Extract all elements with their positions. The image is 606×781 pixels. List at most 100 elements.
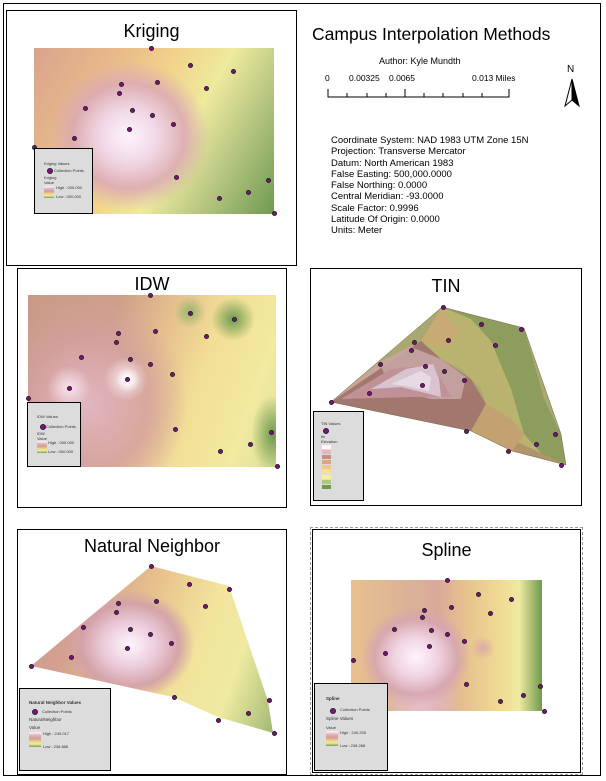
collection-point (274, 463, 280, 469)
collection-point (28, 663, 34, 669)
collection-point (217, 448, 223, 454)
tin-class-8 (322, 480, 331, 484)
tin-title: TIN (431, 276, 461, 296)
collection-point (518, 326, 524, 332)
projection-info: Coordinate System: NAD 1983 UTM Zone 15N… (331, 135, 528, 237)
collection-point (216, 195, 222, 201)
spline-legend[interactable]: Spline Collection Points Spline Values V… (314, 683, 388, 771)
tin-legend[interactable]: TIN Values tin Elevation (313, 411, 364, 501)
collection-point (230, 68, 236, 74)
collection-point (478, 321, 484, 327)
collection-point-symbol (330, 708, 336, 714)
collection-point (408, 347, 414, 353)
collection-point (377, 361, 383, 367)
collection-point (552, 431, 558, 437)
info-coordinate-system: Coordinate System: NAD 1983 UTM Zone 15N (331, 135, 529, 146)
collection-point (448, 604, 454, 610)
collection-point (148, 563, 154, 569)
collection-point (80, 624, 86, 630)
legend-low: Low : 000.000 (48, 449, 74, 454)
kriging-legend[interactable]: Kriging Values Collection Points Kriging… (34, 148, 93, 214)
legend-title: TIN Values (321, 421, 341, 426)
collection-point (441, 368, 447, 374)
layout-title: Campus Interpolation Methods (312, 24, 551, 44)
legend-high: High : 240.017 (43, 731, 70, 736)
collection-point (421, 607, 427, 613)
info-projection: Projection: Transverse Mercator (331, 146, 466, 158)
tin-surface (330, 306, 567, 466)
collection-point (115, 600, 121, 606)
legend-high: High : 240.205 (340, 730, 367, 735)
collection-point (25, 395, 31, 401)
idw-legend[interactable]: IDW Values Collection Points IDW Value H… (27, 402, 81, 467)
info-datum: Datum: North American 1983 (331, 157, 454, 169)
info-false-easting: False Easting: 500,000.0000 (331, 168, 452, 180)
collection-point (533, 441, 539, 447)
collection-point (508, 596, 514, 602)
collection-point (173, 174, 179, 180)
collection-point (245, 189, 251, 195)
scale-label-3: 0.013 Miles (472, 73, 516, 83)
scale-bar-graphic (327, 89, 510, 98)
collection-point (129, 107, 135, 113)
info-central-meridian: Central Meridian: -93.0000 (331, 191, 444, 203)
collection-point (124, 376, 130, 382)
collection-point (463, 428, 469, 434)
collection-point (203, 333, 209, 339)
collection-point (537, 683, 543, 689)
natural-neighbor-legend[interactable]: Natural Neighbor Values Collection Point… (19, 688, 111, 771)
collection-point-symbol (32, 709, 38, 715)
collection-point (475, 591, 481, 597)
collection-point (153, 598, 159, 604)
collection-point (268, 429, 274, 435)
scale-label-0: 0 (325, 73, 330, 83)
collection-point (461, 377, 467, 383)
collection-point (245, 710, 251, 716)
collection-point (382, 650, 388, 656)
collection-point (271, 730, 277, 736)
collection-point (168, 640, 174, 646)
collection-point (497, 698, 503, 704)
collection-point (492, 342, 498, 348)
north-arrow: N (562, 64, 582, 108)
tin-data-frame[interactable]: TIN TIN Values tin Elevation (310, 268, 582, 506)
info-latitude-origin: Latitude Of Origin: 0.0000 (331, 214, 440, 226)
spline-selection-outline (310, 527, 583, 775)
tin-class-9 (322, 485, 331, 489)
collection-point (147, 292, 153, 298)
legend-title: IDW Values (37, 414, 58, 419)
natural-neighbor-title: Natural Neighbor (83, 536, 221, 556)
tin-class-2 (322, 450, 331, 454)
natural-neighbor-data-frame[interactable]: Natural Neighbor Natural Neighbor Values… (17, 529, 287, 775)
collection-point (147, 361, 153, 367)
legend-points-label: Collection Points (46, 424, 76, 429)
collection-point (154, 79, 160, 85)
collection-point (520, 692, 526, 698)
kriging-data-frame[interactable]: Kriging Kriging Values Collection Points… (6, 10, 297, 266)
author-text: Author: Kyle Mundth (379, 56, 461, 66)
collection-point (445, 337, 451, 343)
tin-class-3 (322, 455, 331, 459)
collection-point (203, 85, 209, 91)
idw-data-frame[interactable]: IDW IDW Values Collection Points IDW Val… (17, 268, 287, 508)
spline-data-frame[interactable]: Spline Spline Collection Points Spline V… (312, 529, 581, 773)
info-scale-factor: Scale Factor: 0.9996 (331, 202, 419, 214)
collection-point (148, 45, 154, 51)
legend-value-label: Value (326, 725, 336, 730)
collection-point (411, 339, 417, 345)
collection-point (463, 681, 469, 687)
kriging-title: Kriging (123, 21, 180, 41)
collection-point (426, 643, 432, 649)
collection-point (461, 638, 467, 644)
collection-point (152, 328, 158, 334)
scale-bar: 0 0.00325 0.0065 0.013 Miles (325, 73, 525, 103)
collection-point (187, 62, 193, 68)
collection-point (265, 177, 271, 183)
collection-point (82, 105, 88, 111)
collection-point (391, 626, 397, 632)
collection-point (444, 631, 450, 637)
collection-point (505, 448, 511, 454)
collection-point (428, 627, 434, 633)
legend-title: Natural Neighbor Values (29, 700, 82, 705)
collection-point (215, 717, 221, 723)
